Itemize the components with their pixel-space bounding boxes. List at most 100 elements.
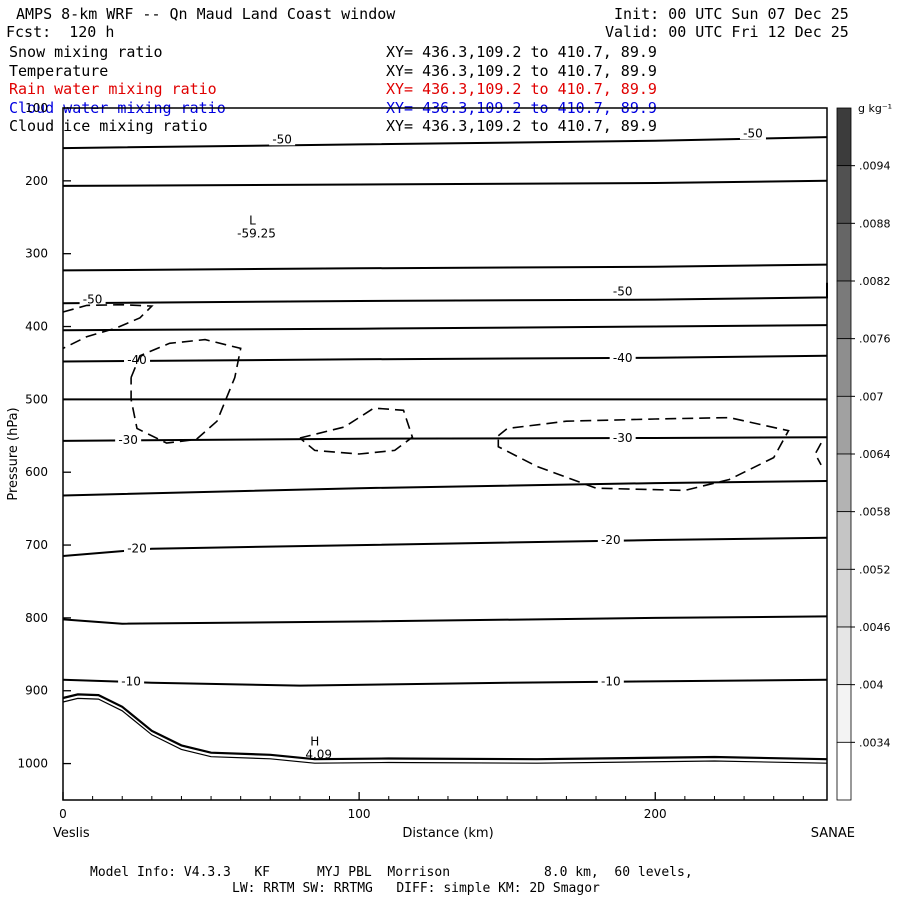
field-xy-range: XY= 436.3,109.2 to 410.7, 89.9 (386, 117, 657, 135)
temperature-isotherm (62, 436, 828, 442)
right-endpoint-label: SANAE (811, 826, 855, 841)
isotherm-label: -40 (127, 353, 147, 367)
chart-title: AMPS 8-km WRF -- Qn Maud Land Coast wind… (16, 5, 396, 23)
colorbar-label: .004 (859, 679, 884, 692)
extremum-marker: H (310, 734, 319, 748)
colorbar-swatch (836, 568, 852, 628)
field-label: Cloud ice mixing ratio (9, 117, 208, 135)
colorbar-swatch (836, 280, 852, 340)
y-tick-label: 300 (25, 247, 48, 261)
y-tick-label: 100 (25, 101, 48, 115)
x-tick-label: 100 (348, 807, 371, 821)
colorbar-label: .0094 (859, 160, 891, 173)
init-time: Init: 00 UTC Sun 07 Dec 25 (614, 5, 849, 23)
extremum-marker: L (249, 214, 256, 228)
colorbar-swatch (836, 453, 852, 513)
isotherm-label: -50 (83, 293, 103, 307)
temperature-isotherm (62, 480, 828, 497)
colorbar-label: .0034 (859, 736, 891, 749)
snow-mixing-ratio-contour (497, 416, 790, 492)
snow-mixing-ratio-contour (299, 407, 414, 455)
isotherm-label: -50 (743, 126, 763, 140)
colorbar-unit: g kg⁻¹ (858, 102, 892, 115)
isotherm-label: -50 (272, 132, 292, 146)
colorbar-swatch (836, 741, 852, 801)
temperature-isotherm (62, 536, 828, 557)
x-tick-label: 0 (59, 807, 67, 821)
field-label: Snow mixing ratio (9, 43, 163, 61)
extremum-value: -59.25 (237, 227, 276, 241)
isotherm-label-bg (597, 532, 624, 546)
isotherm-label-bg (739, 126, 766, 140)
isotherm-label-bg (115, 433, 142, 447)
colorbar-swatch (836, 511, 852, 570)
isotherm-label-bg (609, 284, 636, 298)
colorbar-swatch (836, 222, 852, 282)
y-tick-label: 400 (25, 320, 48, 334)
field-label: Rain water mixing ratio (9, 80, 217, 98)
snow-mixing-ratio-contour (814, 442, 822, 466)
y-axis-label: Pressure (hPa) (6, 407, 21, 500)
field-xy-range: XY= 436.3,109.2 to 410.7, 89.9 (386, 80, 657, 98)
colorbar-swatch (836, 338, 852, 397)
field-xy-range: XY= 436.3,109.2 to 410.7, 89.9 (386, 43, 657, 61)
isotherm-label-bg (609, 430, 636, 444)
isotherm-label: -20 (601, 533, 621, 547)
colorbar-label: .0076 (859, 333, 891, 346)
temperature-isotherm (62, 179, 828, 187)
colorbar-swatch (836, 395, 852, 455)
isotherm-label-bg (269, 132, 296, 146)
temperature-isotherm (62, 282, 828, 305)
colorbar-label: .0088 (859, 217, 891, 230)
y-tick-label: 600 (25, 465, 48, 479)
forecast-hour: Fcst: 120 h (6, 23, 115, 41)
y-tick-label: 1000 (17, 757, 48, 771)
isotherm-label: -50 (613, 285, 633, 299)
terrain-line (62, 693, 828, 761)
isotherm-label-bg (597, 674, 624, 688)
colorbar-swatch (836, 626, 852, 686)
temperature-isotherm (62, 324, 828, 332)
left-endpoint-label: Veslis (53, 826, 90, 841)
colorbar-swatch (836, 165, 852, 224)
isotherm-label-bg (609, 350, 636, 364)
colorbar-swatch (836, 684, 852, 743)
snow-mixing-ratio-contour (62, 303, 154, 350)
temperature-isotherm (62, 615, 828, 625)
isotherm-label: -10 (121, 674, 141, 688)
isotherm-label: -30 (118, 433, 138, 447)
plot-frame (62, 107, 828, 801)
isotherm-label-bg (124, 541, 151, 555)
isotherm-label-bg (124, 353, 151, 367)
temperature-isotherm (62, 678, 828, 687)
colorbar-label: .007 (859, 390, 884, 403)
valid-time: Valid: 00 UTC Fri 12 Dec 25 (605, 23, 849, 41)
isotherm-label: -40 (613, 351, 633, 365)
model-info-line1: Model Info: V4.3.3 KF MYJ PBL Morrison 8… (90, 865, 693, 880)
isotherm-label-bg (118, 674, 145, 688)
colorbar-label: .0058 (859, 506, 891, 519)
colorbar-swatch (836, 107, 852, 167)
model-info-line2: LW: RRTM SW: RRTMG DIFF: simple KM: 2D S… (232, 881, 600, 896)
colorbar-label: .0046 (859, 621, 891, 634)
x-axis-label: Distance (km) (402, 826, 493, 841)
field-xy-range: XY= 436.3,109.2 to 410.7, 89.9 (386, 61, 657, 80)
terrain-line-lower (62, 697, 828, 764)
temperature-isotherm (62, 263, 828, 272)
field-label: Temperature (9, 61, 109, 80)
extremum-value: 4.09 (305, 747, 332, 761)
isotherm-label-bg (79, 292, 106, 306)
isotherm-label: -30 (613, 431, 633, 445)
colorbar-label: .0064 (859, 448, 891, 461)
isotherm-label: -20 (127, 542, 147, 556)
y-tick-label: 800 (25, 611, 48, 625)
colorbar-label: .0082 (859, 275, 891, 288)
y-tick-label: 200 (25, 174, 48, 188)
y-tick-label: 500 (25, 392, 48, 406)
isotherm-label: -10 (601, 674, 621, 688)
x-tick-label: 200 (644, 807, 667, 821)
colorbar-label: .0052 (859, 563, 891, 576)
temperature-isotherm (62, 136, 828, 150)
y-tick-label: 700 (25, 538, 48, 552)
